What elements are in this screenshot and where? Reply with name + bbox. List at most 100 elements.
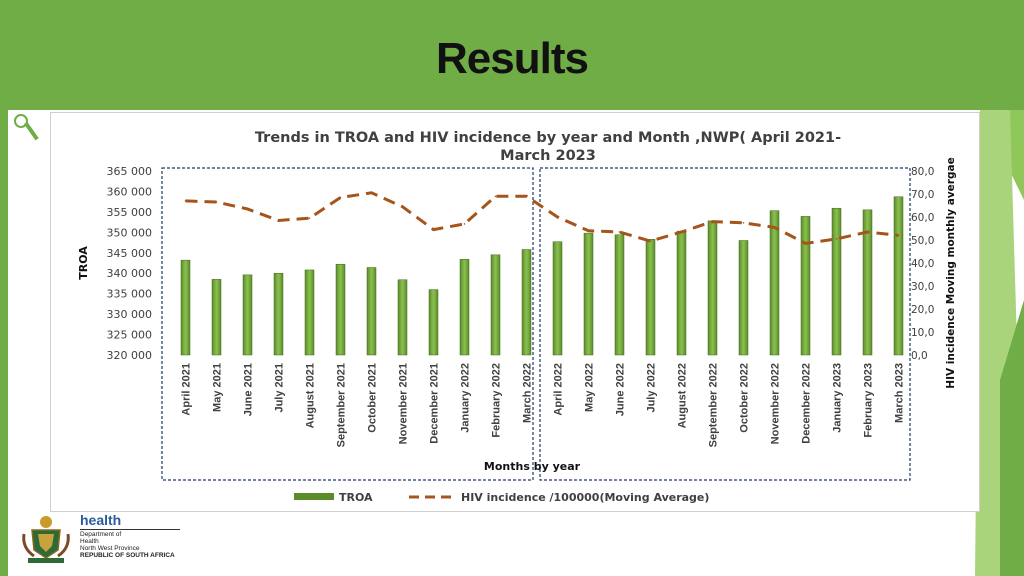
- logo-health-text: health: [80, 512, 122, 528]
- troa-bar: [397, 279, 408, 356]
- y2-tick-label: 0,0: [911, 350, 928, 362]
- x-tick-label: November 2022: [770, 363, 782, 444]
- left-accent-strip: [0, 110, 8, 576]
- chart-title-line2: March 2023: [500, 148, 596, 164]
- y-tick-label: 335 000: [107, 288, 153, 301]
- box-year2: [539, 167, 911, 481]
- x-tick-label: March 2023: [894, 363, 906, 423]
- x-tick-label: October 2022: [739, 363, 751, 433]
- troa-bar: [862, 209, 873, 356]
- y-tick-label: 320 000: [107, 349, 153, 362]
- y2-tick-label: 20,0: [911, 304, 934, 316]
- troa-bar: [893, 196, 904, 356]
- slide-title: Results: [436, 34, 589, 83]
- legend-line-label: HIV incidence /100000(Moving Average): [461, 491, 709, 504]
- troa-bar: [304, 269, 315, 356]
- troa-bar: [428, 289, 439, 356]
- logo-line-3: North West Province: [80, 545, 140, 552]
- hiv-incidence-point: [494, 195, 497, 198]
- hiv-incidence-point: [649, 240, 652, 242]
- hiv-incidence-point: [680, 231, 683, 233]
- hiv-incidence-point: [215, 201, 218, 203]
- chart-title-line1: Trends in TROA and HIV incidence by year…: [255, 130, 841, 146]
- troa-bar: [769, 210, 780, 356]
- x-tick-label: September 2022: [708, 363, 720, 447]
- legend-bar-label: TROA: [339, 491, 373, 504]
- y-tick-label: 330 000: [107, 308, 153, 321]
- y-tick-label: 345 000: [107, 247, 153, 260]
- hiv-incidence-point: [463, 223, 466, 225]
- logo-line-4: REPUBLIC OF SOUTH AFRICA: [80, 552, 175, 559]
- x-tick-label: February 2023: [863, 363, 875, 438]
- troa-bar: [800, 216, 811, 356]
- y-axis-label: TROA: [77, 246, 90, 280]
- x-tick-label: May 2021: [212, 363, 224, 412]
- y2-tick-label: 30,0: [911, 281, 934, 293]
- accent-line: [24, 121, 39, 141]
- x-axis-label: Months by year: [484, 460, 581, 473]
- x-tick-label: April 2021: [181, 363, 193, 416]
- hiv-incidence-point: [184, 200, 187, 202]
- y-tick-label: 325 000: [107, 329, 153, 342]
- troa-bar: [335, 263, 346, 356]
- x-tick-label: April 2022: [553, 363, 565, 416]
- troa-bar: [242, 274, 253, 356]
- x-tick-label: September 2021: [336, 363, 348, 447]
- right-facet-mid: [975, 110, 1024, 576]
- logo-line-2: Health: [80, 538, 99, 545]
- chart: Trends in TROA and HIV incidence by year…: [77, 130, 957, 504]
- x-tick-label: January 2022: [460, 363, 472, 433]
- hiv-incidence-point: [432, 228, 435, 231]
- y2-tick-label: 50,0: [911, 235, 934, 247]
- title-banner: [0, 0, 1024, 110]
- x-tick-label: November 2021: [398, 363, 410, 444]
- hiv-incidence-point: [742, 221, 745, 224]
- troa-bar: [366, 267, 377, 356]
- y-tick-label: 365 000: [107, 165, 153, 178]
- x-tick-label: March 2022: [522, 363, 534, 423]
- box-year1: [161, 167, 534, 481]
- troa-bar: [831, 207, 842, 356]
- x-tick-label: August 2021: [305, 363, 317, 428]
- hiv-incidence-line: [185, 191, 899, 245]
- troa-bar: [645, 239, 656, 356]
- legend: TROA HIV incidence /100000(Moving Averag…: [294, 491, 709, 504]
- troa-bar: [490, 254, 501, 356]
- hiv-incidence-point: [401, 205, 404, 208]
- x-tick-label: July 2021: [274, 363, 286, 413]
- y2-axis-label: HIV incidence Moving monthly avergae: [945, 157, 957, 388]
- troa-bar: [273, 272, 284, 356]
- y2-tick-label: 60,0: [911, 212, 934, 224]
- x-tick-label: February 2022: [491, 363, 503, 438]
- hiv-incidence-point: [618, 231, 621, 233]
- hiv-incidence-point: [711, 220, 714, 223]
- department-logo: health Department of Health North West P…: [18, 512, 188, 568]
- hiv-incidence-point: [866, 231, 869, 233]
- y-tick-label: 340 000: [107, 267, 153, 280]
- hiv-incidence-point: [246, 208, 249, 210]
- hiv-incidence-point: [897, 234, 900, 237]
- y2-tick-label: 70,0: [911, 189, 934, 201]
- hiv-incidence-point: [587, 230, 590, 232]
- logo-line-1: Department of: [80, 531, 122, 538]
- troa-bar: [738, 240, 749, 356]
- legend-bar-swatch: [294, 493, 334, 500]
- troa-bar: [707, 220, 718, 356]
- troa-bar: [180, 259, 191, 356]
- hiv-incidence-point: [804, 242, 807, 245]
- hiv-incidence-point: [773, 226, 776, 229]
- troa-bar: [211, 279, 222, 356]
- x-tick-label: May 2022: [584, 363, 596, 412]
- right-facet-top: [980, 110, 1024, 200]
- y2-tick-label: 80,0: [911, 166, 934, 178]
- troa-bar: [521, 249, 532, 356]
- x-tick-label: June 2022: [615, 363, 627, 416]
- hiv-incidence-point: [277, 219, 280, 222]
- y2-tick-label: 10,0: [911, 327, 934, 339]
- x-tick-label: December 2021: [429, 363, 441, 444]
- coat-of-arms-icon: [22, 516, 70, 563]
- logo-rule: [80, 529, 180, 530]
- y-tick-label: 350 000: [107, 226, 153, 239]
- troa-bar: [614, 234, 625, 356]
- y-tick-label: 355 000: [107, 206, 153, 219]
